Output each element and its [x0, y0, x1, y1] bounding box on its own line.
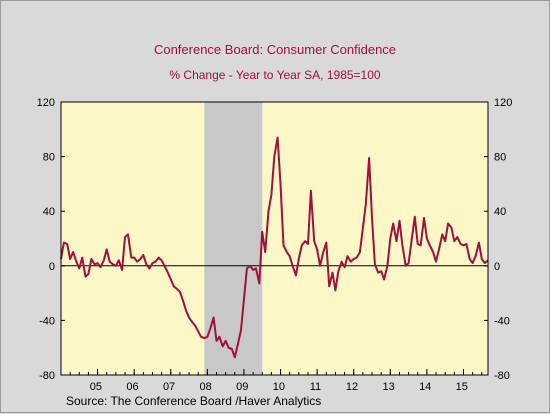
y-tick-label-right: -80 — [494, 370, 510, 382]
x-tick-label: 07 — [163, 381, 175, 393]
x-tick-label: 06 — [126, 381, 138, 393]
x-axis: 05 06 07 08 09 10 11 12 13 14 15 — [60, 369, 483, 393]
y-tick-label-left: 120 — [37, 97, 55, 109]
y-axis-right: 120 80 40 0 -40 -80 — [484, 97, 512, 382]
y-tick-label-left: -80 — [39, 370, 55, 382]
y-tick-label-right: 80 — [494, 152, 506, 164]
source-note: Source: The Conference Board /Haver Anal… — [66, 394, 321, 408]
x-tick-label: 05 — [90, 381, 102, 393]
x-tick-label: 12 — [346, 381, 358, 393]
x-tick-label: 13 — [382, 381, 394, 393]
series-line — [60, 136, 489, 359]
chart-title: Conference Board: Consumer Confidence — [154, 42, 396, 57]
y-axis-left: 120 80 40 0 -40 -80 — [37, 97, 65, 382]
recession-shading — [204, 102, 263, 375]
y-tick-label-left: 0 — [49, 261, 55, 273]
y-tick-label-right: 0 — [494, 261, 500, 273]
x-tick-label: 09 — [236, 381, 248, 393]
y-tick-label-left: 40 — [43, 206, 55, 218]
y-tick-label-right: -40 — [494, 315, 510, 327]
x-tick-label: 10 — [273, 381, 285, 393]
y-tick-label-right: 40 — [494, 206, 506, 218]
chart-subtitle: % Change - Year to Year SA, 1985=100 — [169, 68, 380, 82]
x-tick-label: 11 — [310, 381, 321, 393]
plot-border — [60, 101, 489, 376]
x-tick-label: 14 — [419, 381, 431, 393]
y-tick-label-left: 80 — [43, 152, 55, 164]
y-tick-label-left: -40 — [39, 315, 55, 327]
y-tick-label-right: 120 — [494, 97, 512, 109]
x-tick-label: 08 — [200, 381, 212, 393]
x-tick-label: 15 — [456, 381, 468, 393]
